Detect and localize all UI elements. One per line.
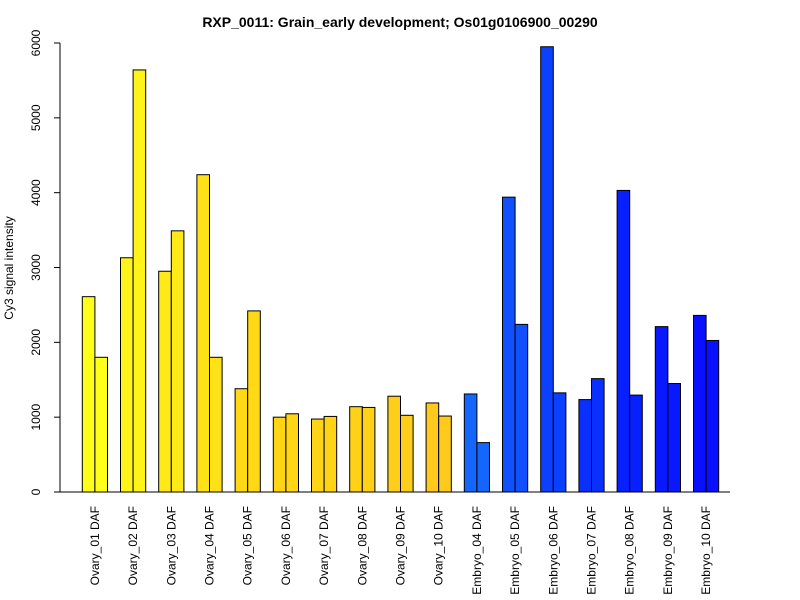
x-category-label: Ovary_07 DAF [317, 506, 331, 585]
x-category-label: Embryo_09 DAF [661, 506, 675, 595]
bars [81, 46, 720, 493]
x-category-label: Ovary_05 DAF [241, 506, 255, 585]
bar [693, 314, 707, 493]
bar [591, 378, 605, 493]
bar [400, 414, 414, 493]
x-category-label: Embryo_07 DAF [585, 506, 599, 595]
bar [463, 393, 478, 493]
bar [94, 356, 109, 493]
bar [616, 189, 631, 493]
bar [158, 270, 172, 493]
bar [132, 69, 147, 493]
bar [387, 395, 401, 493]
bar [361, 406, 376, 493]
x-category-label: Ovary_02 DAF [126, 506, 140, 585]
bar [629, 394, 643, 493]
bar [578, 399, 593, 493]
x-category-label: Embryo_08 DAF [623, 506, 637, 595]
bar [120, 257, 134, 493]
bar [667, 382, 682, 493]
y-tick-label: 4000 [29, 179, 43, 206]
y-tick-label: 5000 [29, 104, 43, 131]
y-tick-label: 2000 [29, 329, 43, 356]
bar [514, 323, 529, 493]
bar [705, 339, 720, 493]
bar [170, 230, 185, 493]
bar [425, 402, 440, 493]
x-category-label: Ovary_10 DAF [432, 506, 446, 585]
bar [552, 392, 567, 493]
x-category-label: Embryo_10 DAF [699, 506, 713, 595]
y-axis-label: Cy3 signal intensity [2, 216, 16, 319]
x-category-label: Embryo_04 DAF [470, 506, 484, 595]
x-category-label: Ovary_08 DAF [355, 506, 369, 585]
y-tick-label: 1000 [29, 403, 43, 430]
x-category-label: Ovary_04 DAF [203, 506, 217, 585]
x-category-label: Ovary_09 DAF [394, 506, 408, 585]
bar [234, 388, 249, 493]
bar [196, 174, 210, 493]
bar [81, 296, 96, 493]
x-category-label: Ovary_06 DAF [279, 506, 293, 585]
bar [502, 196, 516, 493]
bar [311, 418, 325, 493]
bar [209, 356, 223, 493]
y-tick-label: 6000 [29, 29, 43, 56]
x-category-label: Ovary_01 DAF [88, 506, 102, 585]
x-category-label: Embryo_05 DAF [508, 506, 522, 595]
bar [438, 415, 452, 493]
y-tick-label: 0 [29, 488, 43, 495]
y-axis: 0 1000 2000 3000 4000 5000 6000 [29, 29, 61, 495]
x-axis-labels: Ovary_01 DAF Ovary_02 DAF Ovary_03 DAF Ovar… [88, 506, 713, 595]
bar [349, 406, 363, 493]
y-tick-label: 3000 [29, 254, 43, 281]
bar [285, 413, 299, 493]
bar [540, 46, 554, 493]
chart-title: RXP_0011: Grain_early development; Os01g… [202, 14, 598, 30]
bar [272, 416, 287, 493]
bar [654, 326, 669, 493]
x-category-label: Ovary_03 DAF [164, 506, 178, 585]
x-category-label: Embryo_06 DAF [546, 506, 560, 595]
bar [476, 442, 490, 493]
bar [247, 310, 261, 493]
bar [323, 415, 338, 493]
